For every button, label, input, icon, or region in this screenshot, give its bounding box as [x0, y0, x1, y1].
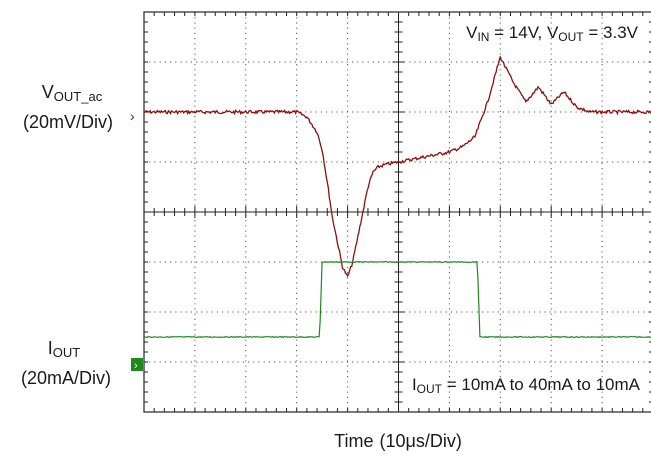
iout-ground-marker: [131, 358, 143, 371]
iout-channel-label: IOUT: [48, 338, 81, 360]
traces: [143, 56, 651, 339]
x-axis-label: Time (10μs/Div): [334, 431, 462, 451]
vout-scale-label: (20mV/Div): [23, 112, 113, 132]
iout-range-annotation: IOUT = 10mA to 40mA to 10mA: [412, 375, 641, 396]
vout-ac-trace: [143, 56, 651, 278]
iout-ground-marker-glyph: ›: [134, 360, 138, 372]
vout-channel-label: VOUT_ac: [42, 82, 103, 104]
vout-ground-marker: ›: [130, 108, 135, 124]
vin-vout-annotation: VIN = 14V, VOUT = 3.3V: [466, 23, 639, 44]
iout-scale-label: (20mA/Div): [21, 368, 111, 388]
iout-trace: [144, 260, 651, 339]
grid: [143, 11, 651, 413]
